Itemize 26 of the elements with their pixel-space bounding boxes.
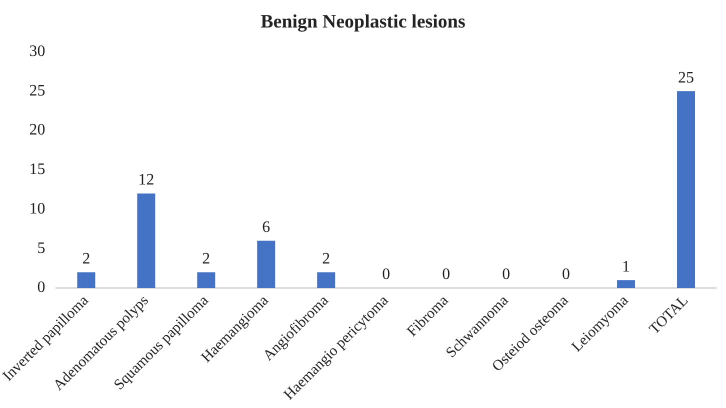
y-tick-label: 10: [29, 200, 46, 218]
bar: [257, 240, 276, 288]
bar: [617, 280, 636, 288]
data-label: 0: [442, 266, 450, 284]
bar: [77, 272, 96, 288]
chart-title: Benign Neoplastic lesions: [260, 11, 466, 32]
data-label: 0: [562, 266, 570, 284]
data-label: 0: [502, 266, 510, 284]
y-tick-label: 30: [29, 43, 46, 60]
bar: [197, 272, 216, 288]
bar: [677, 91, 696, 288]
data-label: 12: [138, 172, 154, 189]
y-tick-label: 15: [29, 161, 46, 178]
y-tick-label: 20: [29, 122, 46, 139]
y-tick-label: 25: [29, 82, 46, 100]
data-label: 1: [622, 258, 630, 276]
y-tick-label: 5: [37, 240, 46, 257]
bar: [137, 194, 156, 288]
data-label: 2: [82, 250, 90, 268]
data-label: 2: [202, 250, 210, 268]
data-label: 2: [322, 250, 330, 268]
data-label: 6: [262, 218, 270, 236]
bar: [317, 272, 336, 288]
y-tick-label: 0: [37, 279, 46, 296]
data-label: 0: [382, 266, 390, 284]
data-label: 25: [678, 69, 694, 86]
